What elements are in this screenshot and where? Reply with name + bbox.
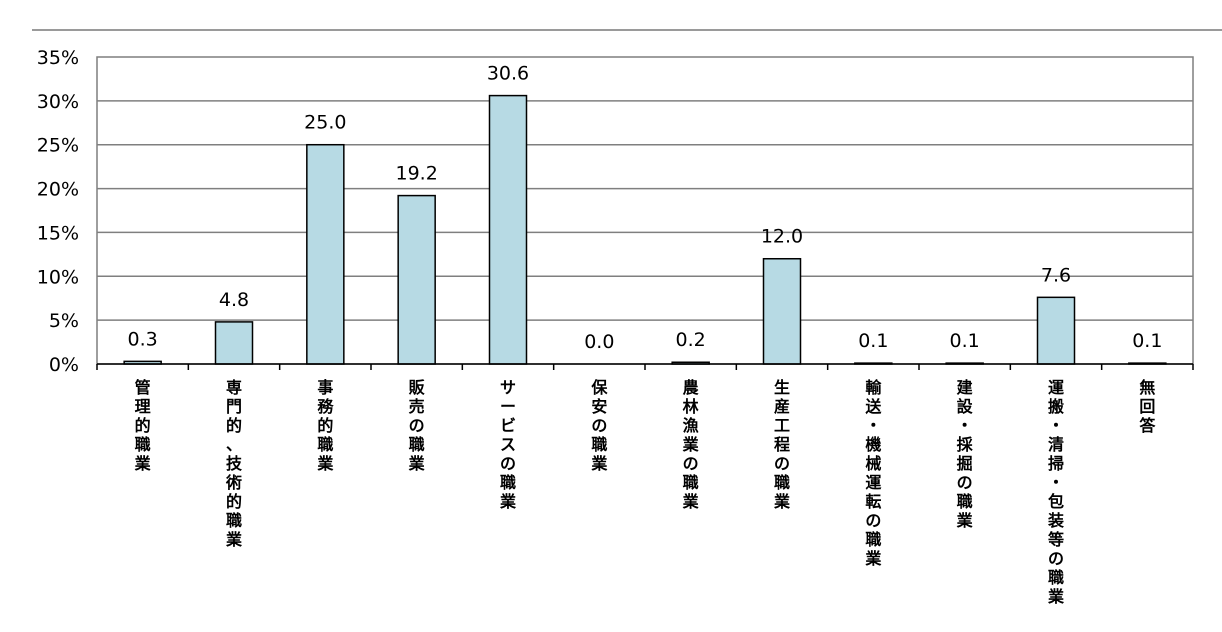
bar (397, 194, 436, 365)
category-label: 販売の職業 (408, 378, 426, 473)
y-tick-label: 10% (37, 266, 79, 288)
y-tick-label: 0% (49, 354, 79, 376)
category-label: 輸送・機械運転の職業 (864, 378, 882, 568)
bar (306, 143, 345, 365)
category-label: 運搬・清掃・包装等の職業 (1047, 378, 1065, 606)
bar (488, 94, 528, 365)
category-label: サービスの職業 (499, 378, 517, 511)
bars-layer (123, 94, 1167, 365)
category-label: 農林漁業の職業 (682, 378, 700, 511)
y-tick-label: 25% (37, 135, 79, 157)
bar (214, 321, 254, 365)
data-label: 0.0 (584, 331, 614, 353)
category-label: 生産工程の職業 (773, 378, 791, 511)
category-label: 保安の職業 (590, 378, 608, 473)
data-label: 0.3 (128, 328, 158, 350)
labels-layer: 0.3 管理的職業 4.8 専門的、技術的職業 25.0 事務的職業 19.2 販売の職業 30… (128, 63, 1163, 606)
axis-layer: 0% 5% 10% 15% 20% 25% 30% 35% (37, 47, 1194, 376)
data-label: 0.1 (858, 330, 888, 352)
data-label: 19.2 (396, 163, 438, 185)
data-label: 12.0 (761, 226, 803, 248)
category-label: 無回答 (1139, 378, 1156, 435)
data-label: 25.0 (304, 112, 346, 134)
data-label: 30.6 (487, 63, 529, 85)
y-tick-label: 5% (49, 310, 79, 332)
category-label: 建設・採掘の職業 (956, 378, 974, 530)
data-label: 0.2 (676, 329, 706, 351)
y-tick-label: 20% (37, 179, 79, 201)
category-label: 専門的、技術的職業 (225, 378, 243, 549)
data-label: 4.8 (219, 289, 249, 311)
y-tick-label: 35% (37, 47, 79, 69)
category-label: 事務的職業 (316, 378, 334, 473)
bar (1036, 296, 1076, 365)
data-label: 0.1 (1132, 330, 1162, 352)
y-tick-label: 30% (37, 91, 79, 113)
top-divider (32, 29, 1222, 31)
bar (762, 257, 802, 365)
y-tick-label: 15% (37, 222, 79, 244)
grid-layer (96, 56, 1194, 365)
category-label: 管理的職業 (134, 378, 152, 473)
data-label: 0.1 (950, 330, 980, 352)
data-label: 7.6 (1041, 264, 1071, 286)
plot-frame (96, 56, 1194, 365)
